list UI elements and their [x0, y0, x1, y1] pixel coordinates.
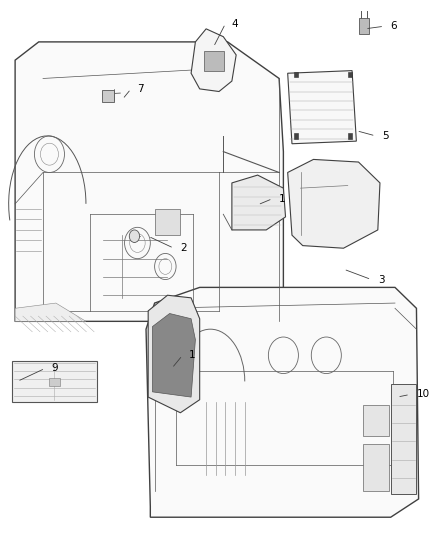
- Bar: [49, 378, 60, 385]
- Polygon shape: [152, 313, 195, 397]
- Text: 3: 3: [378, 274, 385, 285]
- Bar: [102, 91, 114, 102]
- Bar: [358, 19, 369, 34]
- Polygon shape: [15, 42, 283, 321]
- Text: 2: 2: [180, 243, 187, 253]
- Bar: [294, 133, 298, 139]
- Text: 4: 4: [232, 19, 239, 29]
- Text: 5: 5: [382, 131, 389, 141]
- Bar: [155, 209, 180, 235]
- Bar: [294, 72, 298, 77]
- Text: 9: 9: [52, 364, 58, 373]
- Bar: [12, 360, 97, 402]
- Text: 1: 1: [189, 350, 196, 360]
- Bar: [348, 72, 352, 77]
- Polygon shape: [288, 71, 357, 144]
- Text: 10: 10: [417, 390, 430, 399]
- Polygon shape: [288, 159, 380, 248]
- Polygon shape: [148, 295, 200, 413]
- Bar: [391, 384, 417, 494]
- Text: 1: 1: [279, 193, 286, 204]
- Bar: [205, 51, 224, 71]
- Polygon shape: [232, 175, 286, 230]
- Text: 6: 6: [391, 21, 397, 31]
- Text: 7: 7: [138, 84, 144, 94]
- Bar: [363, 444, 389, 491]
- Polygon shape: [191, 29, 236, 92]
- Polygon shape: [146, 287, 419, 517]
- Circle shape: [129, 230, 140, 243]
- Polygon shape: [15, 303, 86, 321]
- Bar: [363, 405, 389, 436]
- Bar: [348, 133, 352, 139]
